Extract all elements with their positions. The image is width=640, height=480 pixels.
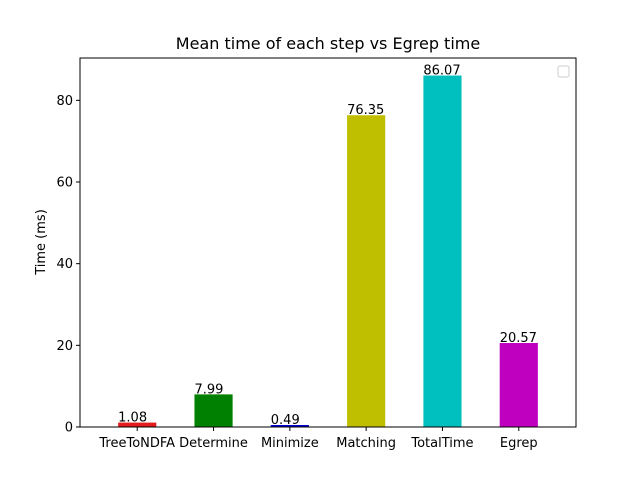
chart-title: Mean time of each step vs Egrep time <box>176 34 480 53</box>
y-tick-label: 0 <box>65 421 73 436</box>
bar-treetondfa <box>118 422 157 427</box>
value-label-treetondfa: 1.08 <box>118 411 147 426</box>
value-label-totaltime: 86.07 <box>423 64 460 79</box>
x-tick-label-egrep: Egrep <box>500 436 538 451</box>
x-tick-label-treetondfa: TreeToNDFA <box>98 436 175 451</box>
value-label-matching: 76.35 <box>347 103 384 118</box>
axes-frame <box>79 57 577 428</box>
y-tick-label: 20 <box>56 339 73 354</box>
y-tick-label: 80 <box>56 94 73 109</box>
bar-minimize <box>270 424 309 427</box>
x-tick-label-determine: Determine <box>179 436 248 451</box>
bar-matching <box>347 115 386 428</box>
plot-area: 1.08 7.99 0.49 76.35 86.07 20.57 0 20 40 60 80 Tree… <box>56 57 577 451</box>
value-label-determine: 7.99 <box>194 382 223 397</box>
legend-box <box>557 65 570 78</box>
value-label-minimize: 0.49 <box>271 413 300 428</box>
bar-determine <box>194 394 233 427</box>
y-tick-label: 60 <box>56 176 73 191</box>
bar-egrep <box>499 343 538 427</box>
x-tick-label-minimize: Minimize <box>261 436 319 451</box>
x-tick-label-matching: Matching <box>336 436 396 451</box>
y-tick-label: 40 <box>56 257 73 272</box>
bar-totaltime <box>423 75 462 428</box>
y-axis-label: Time (ms) <box>34 209 49 276</box>
x-tick-label-totaltime: TotalTime <box>410 436 473 451</box>
value-label-egrep: 20.57 <box>500 331 537 346</box>
